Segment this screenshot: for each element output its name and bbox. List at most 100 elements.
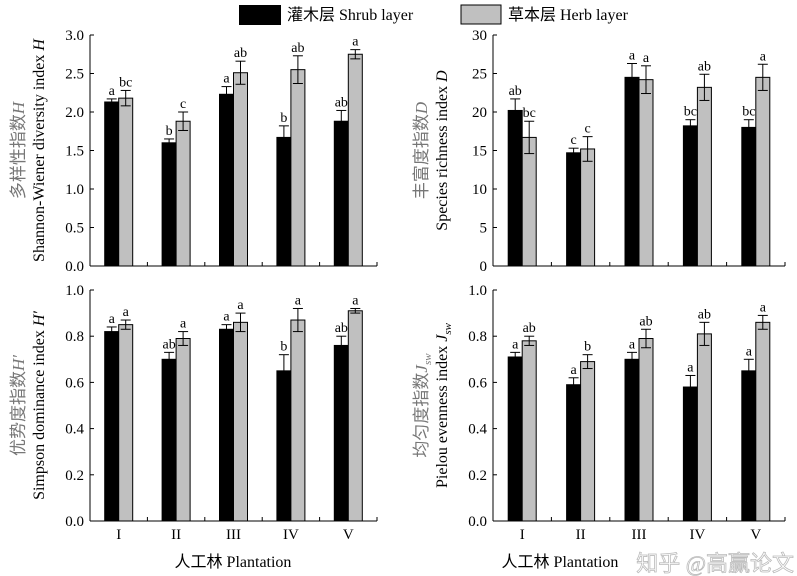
y-tick-label: 10: [472, 182, 487, 198]
y-axis-title-cn-text: 优势度指数: [9, 371, 28, 456]
y-axis-title-cn-subscript: sw: [422, 353, 434, 365]
y-axis-title-cn-symbol: H: [9, 100, 28, 115]
significance-letter: bc: [742, 105, 755, 120]
chart-panel-1: 0.00.51.01.52.02.53.0abcbcaabbababa多样性指数…: [9, 28, 378, 275]
y-tick-label: 0.4: [65, 422, 84, 438]
bar-herb: [580, 361, 596, 522]
significance-letter: a: [629, 48, 636, 63]
significance-letter: bc: [119, 75, 132, 90]
legend-label-herb: 草本层 Herb layer: [508, 6, 629, 24]
y-axis-title-en-text: Pielou evenness index: [434, 342, 451, 488]
significance-letter: ab: [639, 314, 652, 329]
significance-letter: a: [629, 337, 636, 352]
chart-panel-4: 0.00.20.40.60.81.0IaabIIabIIIaabIVaabVaa…: [412, 283, 786, 571]
significance-letter: ab: [698, 59, 711, 74]
significance-letter: ab: [509, 84, 522, 99]
bar-shrub: [276, 370, 292, 522]
significance-letter: a: [643, 51, 650, 66]
bar-herb: [755, 76, 771, 267]
significance-letter: ab: [234, 46, 247, 61]
bar-herb: [175, 338, 191, 522]
bar-shrub: [276, 136, 292, 267]
bar-herb: [755, 321, 771, 522]
x-tick-label: II: [171, 527, 181, 543]
bar-herb: [696, 333, 712, 522]
significance-letter: a: [760, 49, 767, 64]
significance-letter: a: [352, 293, 359, 308]
y-axis-title-cn-text: 多样性指数: [9, 114, 28, 199]
significance-letter: ab: [335, 321, 348, 336]
bar-shrub: [507, 109, 523, 267]
y-tick-label: 0.4: [468, 422, 487, 438]
y-axis-title-cn: 多样性指数H: [9, 100, 28, 199]
y-axis-title-en-text: Simpson dominance index: [31, 326, 48, 500]
x-tick-label: III: [632, 527, 647, 543]
y-axis-title-en: Species richness index D: [434, 70, 451, 231]
y-tick-label: 3.0: [65, 28, 84, 44]
bar-shrub: [104, 331, 120, 522]
bar-shrub: [104, 101, 120, 267]
y-axis-title-cn: 丰富度指数D: [412, 101, 431, 199]
y-axis-title-cn-symbol: D: [412, 101, 431, 115]
bar-shrub: [624, 358, 640, 522]
significance-letter: ab: [523, 321, 536, 336]
bar-herb: [696, 86, 712, 267]
x-tick-label: I: [116, 527, 121, 543]
significance-letter: a: [109, 84, 116, 99]
x-tick-label: IV: [689, 527, 705, 543]
chart-panel-3: 0.00.20.40.60.81.0Ia aIIabaIIIaaIVbaVaba优…: [9, 283, 378, 571]
y-tick-label: 0.5: [65, 221, 84, 237]
significance-letter: a: [223, 72, 230, 87]
legend-swatch-shrub: [239, 5, 281, 25]
y-axis-title-cn: 均匀度指数Jsw: [412, 353, 434, 458]
x-axis-title: 人工林 Plantation: [175, 553, 292, 571]
bar-herb: [521, 136, 537, 267]
y-tick-label: 20: [472, 105, 487, 121]
watermark: 知乎 @高赢论文: [636, 551, 794, 576]
y-tick-label: 0.6: [65, 375, 84, 391]
y-tick-label: 0.8: [468, 329, 487, 345]
bar-herb: [290, 69, 306, 267]
y-axis-title-cn: 优势度指数H′: [9, 355, 28, 456]
bar-herb: [290, 319, 306, 522]
y-tick-label: 30: [472, 28, 487, 44]
x-tick-label: IV: [283, 527, 299, 543]
y-axis-title-en-subscript: sw: [442, 322, 454, 334]
bar-herb: [638, 338, 654, 522]
bar-shrub: [219, 93, 234, 267]
y-tick-label: 1.0: [65, 283, 84, 299]
significance-letter: a: [180, 317, 187, 332]
y-axis-title-en-symbol: H′: [31, 311, 48, 328]
y-axis-title-en-symbol: D: [434, 70, 451, 83]
x-tick-label: V: [343, 527, 354, 543]
significance-letter: b: [280, 340, 287, 355]
y-tick-label: 0.2: [468, 468, 487, 484]
y-axis-title-en: Shannon-Wiener diversity index H: [31, 38, 48, 262]
significance-letter: c: [180, 97, 186, 112]
x-tick-label: I: [520, 527, 525, 543]
y-tick-label: 2.0: [65, 105, 84, 121]
legend-label-shrub: 灌木层 Shrub layer: [287, 6, 414, 24]
x-tick-label: II: [576, 527, 586, 543]
bar-shrub: [741, 370, 757, 522]
significance-letter: b: [280, 111, 287, 126]
y-tick-label: 0.2: [65, 468, 84, 484]
bar-shrub: [682, 125, 698, 267]
bar-herb: [118, 324, 134, 522]
significance-letter: a: [123, 305, 130, 320]
bar-herb: [175, 120, 191, 267]
y-axis-title-cn-text: 丰富度指数: [412, 114, 431, 199]
significance-letter: a: [237, 298, 244, 313]
y-tick-label: 1.5: [65, 144, 84, 160]
bar-shrub: [161, 142, 177, 267]
y-axis-title-en: Simpson dominance index H′: [31, 311, 48, 500]
bar-shrub: [333, 120, 349, 267]
bar-herb: [347, 53, 363, 267]
significance-letter: ab: [291, 41, 304, 56]
bar-shrub: [624, 76, 640, 267]
bar-herb: [580, 148, 596, 267]
y-tick-label: 0.6: [468, 375, 487, 391]
x-tick-label: III: [226, 527, 241, 543]
